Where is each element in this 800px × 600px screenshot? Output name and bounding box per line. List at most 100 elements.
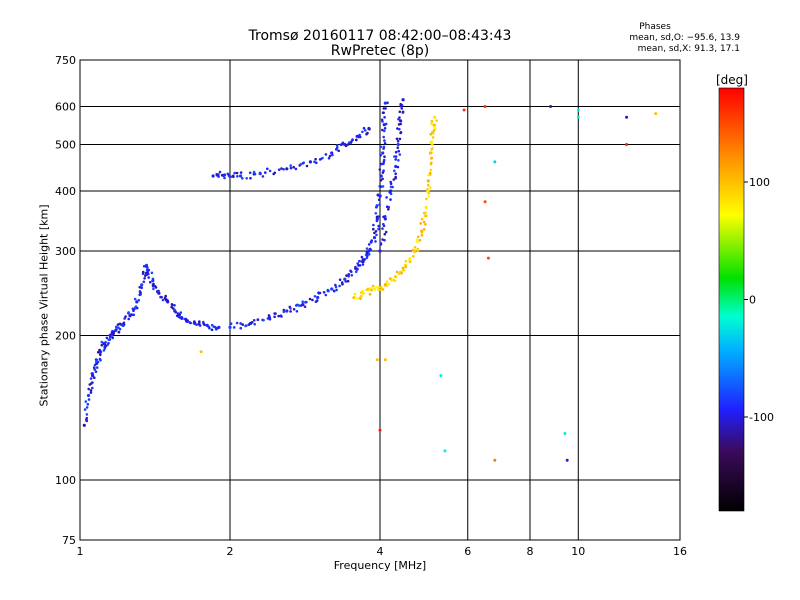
x-tick-label: 10 [571,545,585,558]
data-point [295,304,298,307]
data-point [198,324,202,327]
data-point [380,162,383,166]
data-point [429,186,432,189]
data-point [330,287,334,291]
data-point [110,332,113,336]
plot-frame [79,59,681,541]
data-point [223,176,226,180]
data-point [282,168,285,171]
data-point [383,129,386,133]
data-point [483,200,487,204]
data-point [375,233,378,237]
data-point [375,358,379,362]
y-tick-label: 750 [55,54,76,67]
data-point [180,316,184,320]
data-point [374,230,378,233]
data-points [82,98,658,462]
data-point [239,326,242,330]
data-point [147,276,150,279]
data-point [429,168,433,172]
data-point [334,285,338,289]
data-point [171,303,174,307]
data-point [82,423,86,427]
colorbar-tick-label: 0 [749,294,756,307]
data-point [341,282,344,286]
data-point [152,282,155,286]
data-point [117,326,120,329]
data-point [266,167,269,171]
data-point [218,170,222,174]
data-point [394,164,398,169]
data-point [420,217,424,221]
data-point [338,284,341,288]
data-point [166,299,169,302]
data-point [277,168,281,171]
data-point [389,189,393,193]
data-point [193,320,196,323]
y-tick-label: 600 [55,101,76,114]
data-point [232,326,236,329]
data-point [334,283,337,287]
data-point [308,297,312,301]
data-point [347,275,350,278]
data-point [227,174,231,177]
data-point [378,185,382,188]
data-point [367,243,371,246]
data-point [178,313,181,317]
data-point [350,140,353,143]
data-point [374,212,378,215]
data-point [328,154,332,158]
data-point [314,157,317,161]
data-point [353,292,357,296]
data-point [382,111,385,114]
data-point [384,230,388,234]
y-tick-label: 300 [55,245,76,258]
data-point [358,259,361,263]
data-point [430,119,434,123]
data-point [361,130,364,134]
data-point [107,338,110,342]
data-point [145,265,148,269]
data-point [366,287,370,291]
data-point [401,98,405,102]
data-point [299,163,303,166]
data-point [338,278,342,282]
data-point [89,389,93,392]
data-point [416,248,420,252]
data-point [245,177,248,180]
data-point [383,139,386,142]
data-point [493,160,497,164]
data-point [210,328,214,332]
data-point [387,282,391,286]
data-point [402,268,406,272]
data-point [118,322,122,326]
data-point [311,298,314,302]
data-point [303,305,307,309]
data-point [85,413,89,416]
x-tick-label: 8 [527,545,534,558]
data-point [394,158,398,161]
data-point [372,236,377,240]
data-point [175,314,179,318]
data-point [160,295,163,299]
data-point [379,154,382,157]
data-point [426,173,430,177]
data-point [207,325,211,329]
data-point [198,320,201,323]
data-point [151,279,155,283]
data-point [385,205,389,208]
data-point [341,142,344,146]
data-point [274,312,277,315]
data-point [625,115,629,119]
data-point [367,126,371,131]
data-point [422,220,426,224]
data-point [267,316,272,320]
data-point [301,303,305,307]
data-point [397,159,400,162]
data-point [239,174,243,178]
data-point [94,370,98,374]
data-point [396,127,399,130]
data-point [279,314,283,318]
data-point [239,322,242,325]
data-point [377,224,381,228]
